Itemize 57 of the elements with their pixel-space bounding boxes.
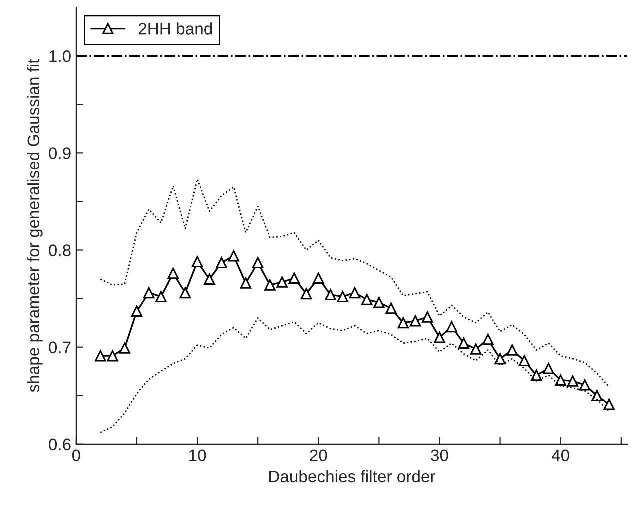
point [579,380,591,391]
point [518,355,530,367]
point [592,390,603,402]
point [325,289,336,301]
point [313,272,324,284]
point [446,321,458,333]
point [555,374,566,386]
point [530,370,542,382]
y-tick-label: 0.9 [49,148,71,160]
point [604,398,615,410]
x-tick-label: 0 [72,450,80,462]
point [119,342,131,354]
point [156,291,167,302]
line-series [100,178,610,388]
point [228,250,240,262]
point [361,294,373,306]
point [300,288,312,300]
point [216,257,228,268]
point [543,363,554,374]
y-axis-title: shape parameter for generalised Gaussian fit [27,59,43,392]
x-tick-label: 10 [190,450,206,462]
point [168,268,179,280]
point [252,257,264,268]
point [240,278,252,289]
x-tick-label: 40 [552,450,570,462]
point [264,280,276,291]
point [131,306,143,318]
point [482,334,494,346]
point [192,256,204,268]
y-tick-label: 1.0 [50,50,71,62]
y-tick-label: 0.6 [49,438,71,451]
x-axis-title: Daubechies filter order [269,470,436,483]
point [337,291,348,302]
point [288,272,300,284]
point [506,344,518,356]
point [494,353,506,365]
point [458,338,470,350]
point [107,350,118,362]
point [349,287,361,299]
point [470,344,482,355]
point [567,376,579,387]
point [386,302,397,314]
point [398,317,410,329]
x-tick-label: 20 [310,450,328,462]
point [410,315,422,327]
y-tick-label: 0.7 [49,342,71,354]
x-tick-label: 30 [431,450,448,462]
point [276,276,288,288]
point [374,297,385,308]
point [204,274,216,286]
point [143,287,155,299]
point [180,287,192,299]
y-tick-label: 0.8 [49,244,71,256]
point [422,312,434,323]
point [95,350,106,362]
point [434,332,446,344]
legend-label: 2HH band [138,22,212,35]
